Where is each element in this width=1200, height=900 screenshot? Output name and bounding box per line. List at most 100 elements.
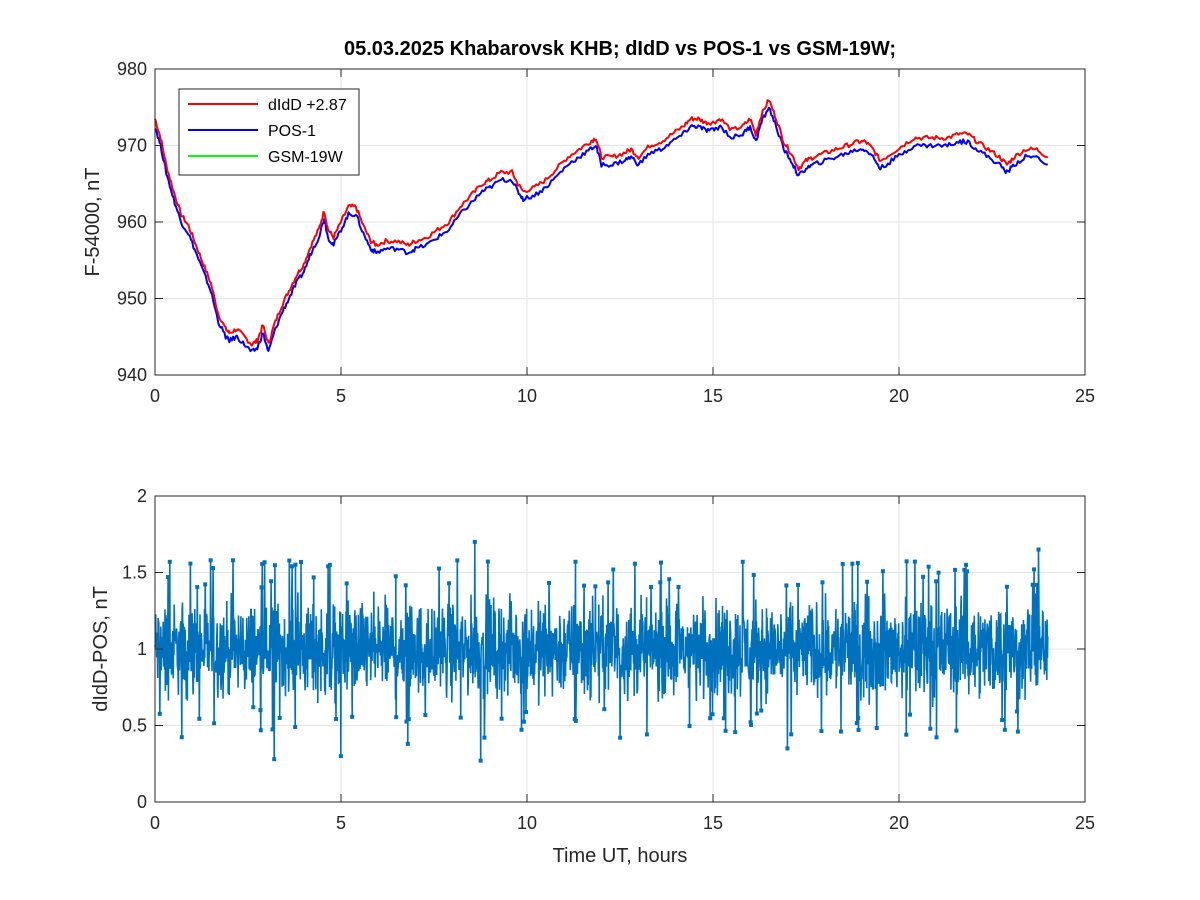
top-y-tick-label: 970 bbox=[117, 136, 147, 156]
series-point-marker bbox=[269, 579, 274, 584]
bottom-y-tick-label: 1 bbox=[137, 639, 147, 659]
series-point-marker bbox=[748, 720, 753, 725]
series-point-marker bbox=[611, 567, 616, 572]
series-point-marker bbox=[880, 569, 885, 574]
series-point-marker bbox=[1004, 584, 1009, 589]
series-point-marker bbox=[293, 562, 298, 567]
bottom-x-axis-label: Time UT, hours bbox=[553, 845, 688, 867]
bottom-x-tick-label: 20 bbox=[889, 813, 909, 833]
series-point-marker bbox=[293, 725, 298, 730]
series-point-marker bbox=[926, 564, 931, 569]
bottom-y-ticks: 0 0.5 1 1.5 2 bbox=[122, 486, 1085, 812]
series-point-marker bbox=[618, 735, 623, 740]
series-point-marker bbox=[740, 559, 745, 564]
bottom-y-tick-label: 0.5 bbox=[122, 716, 147, 736]
series-point-marker bbox=[1034, 582, 1039, 587]
series-point-marker bbox=[708, 716, 713, 721]
series-point-marker bbox=[676, 584, 681, 589]
series-point-marker bbox=[455, 558, 460, 563]
series-point-marker bbox=[197, 716, 202, 721]
series-line-pos-1 bbox=[154, 106, 1048, 353]
series-point-marker bbox=[749, 722, 754, 727]
series-point-marker bbox=[667, 577, 672, 582]
series-point-marker bbox=[785, 746, 790, 751]
series-point-marker bbox=[649, 585, 654, 590]
series-point-marker bbox=[723, 728, 728, 733]
series-point-marker bbox=[733, 730, 738, 735]
series-point-marker bbox=[458, 715, 463, 720]
series-point-marker bbox=[839, 729, 844, 734]
bottom-x-ticks: 0 5 10 15 20 25 bbox=[150, 496, 1095, 833]
top-y-tick-label: 960 bbox=[117, 212, 147, 232]
series-point-marker bbox=[854, 721, 859, 726]
top-x-tick-label: 10 bbox=[517, 386, 537, 406]
series-point-marker bbox=[406, 717, 411, 722]
series-point-marker bbox=[499, 716, 504, 721]
series-point-marker bbox=[1000, 717, 1005, 722]
series-point-marker bbox=[203, 582, 208, 587]
legend-label: GSM-19W bbox=[268, 149, 344, 166]
series-point-marker bbox=[850, 561, 855, 566]
series-point-marker bbox=[298, 559, 303, 564]
series-point-marker bbox=[350, 714, 355, 719]
series-point-marker bbox=[965, 569, 970, 574]
series-point-marker bbox=[912, 559, 917, 564]
top-x-tick-label: 0 bbox=[150, 386, 160, 406]
series-point-marker bbox=[789, 732, 794, 737]
series-point-marker bbox=[311, 575, 316, 580]
series-point-marker bbox=[904, 732, 909, 737]
series-point-marker bbox=[547, 580, 552, 585]
series-point-marker bbox=[258, 708, 263, 713]
series-point-marker bbox=[1036, 547, 1041, 552]
top-y-ticks: 940 950 960 970 980 bbox=[117, 59, 1085, 385]
series-point-marker bbox=[166, 575, 171, 580]
series-point-marker bbox=[447, 581, 452, 586]
series-point-marker bbox=[260, 561, 265, 566]
series-point-marker bbox=[710, 712, 715, 717]
series-point-marker bbox=[404, 719, 409, 724]
bottom-y-tick-label: 2 bbox=[137, 486, 147, 506]
series-point-marker bbox=[334, 717, 339, 722]
series-point-marker bbox=[840, 561, 845, 566]
series-point-marker bbox=[478, 758, 483, 763]
series-point-marker bbox=[687, 724, 692, 729]
series-point-marker bbox=[796, 582, 801, 587]
bottom-x-tick-label: 10 bbox=[517, 813, 537, 833]
series-point-marker bbox=[230, 558, 235, 563]
series-point-marker bbox=[394, 715, 399, 720]
series-point-marker bbox=[928, 726, 933, 731]
top-x-ticks: 0 5 10 15 20 25 bbox=[150, 69, 1095, 406]
series-point-marker bbox=[784, 583, 789, 588]
top-series-group bbox=[154, 99, 1048, 353]
series-point-marker bbox=[953, 567, 958, 572]
series-point-marker bbox=[437, 566, 442, 571]
series-point-marker bbox=[819, 729, 824, 734]
series-point-marker bbox=[606, 580, 611, 585]
series-point-marker bbox=[754, 711, 759, 716]
series-point-marker bbox=[272, 563, 277, 568]
top-y-tick-label: 950 bbox=[117, 289, 147, 309]
series-point-marker bbox=[258, 728, 263, 733]
series-point-marker bbox=[1015, 729, 1020, 734]
series-point-marker bbox=[582, 583, 587, 588]
series-point-marker bbox=[277, 715, 282, 720]
series-point-marker bbox=[188, 561, 193, 566]
series-point-marker bbox=[523, 710, 528, 715]
top-x-tick-label: 15 bbox=[703, 386, 723, 406]
series-point-marker bbox=[338, 754, 343, 759]
series-point-marker bbox=[212, 721, 217, 726]
series-point-marker bbox=[855, 560, 860, 565]
series-point-marker bbox=[393, 574, 398, 579]
series-point-marker bbox=[1014, 709, 1019, 714]
series-point-marker bbox=[208, 558, 213, 563]
series-point-marker bbox=[272, 757, 277, 762]
top-y-tick-label: 980 bbox=[117, 59, 147, 79]
series-point-marker bbox=[423, 713, 428, 718]
series-point-marker bbox=[290, 564, 295, 569]
series-point-marker bbox=[593, 584, 598, 589]
top-x-tick-label: 5 bbox=[336, 386, 346, 406]
bottom-series-group bbox=[154, 539, 1049, 763]
series-point-marker bbox=[759, 708, 764, 713]
bottom-plot: 0 5 10 15 20 25 0 0.5 1 1.5 2 Time UT, hours dIdD… bbox=[90, 486, 1095, 867]
